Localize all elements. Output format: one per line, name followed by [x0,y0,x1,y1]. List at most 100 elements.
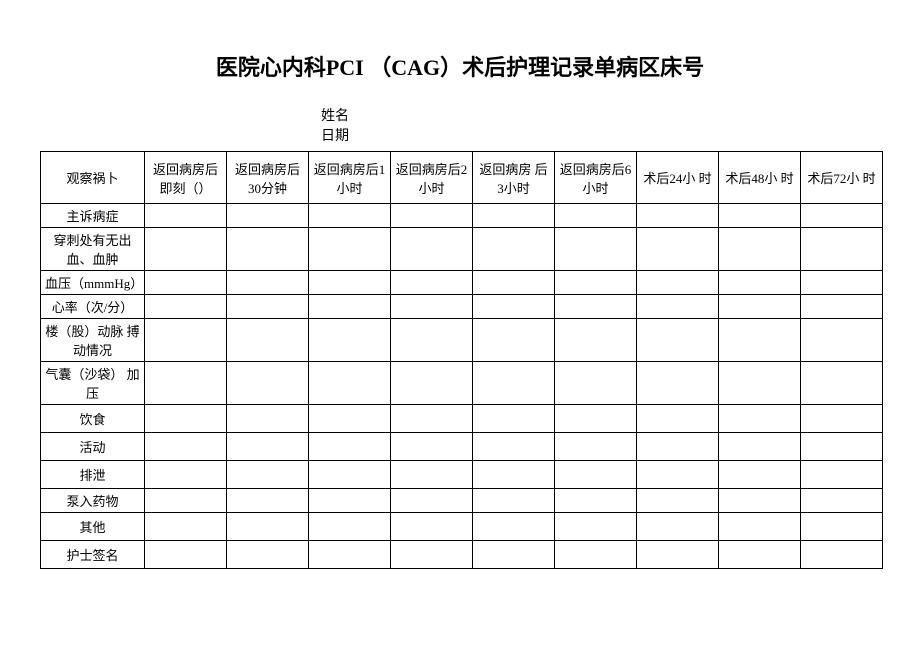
table-cell [145,362,227,405]
table-cell [145,489,227,513]
table-cell [391,362,473,405]
table-cell [637,319,719,362]
table-cell [801,319,883,362]
col-header-9: 术后72小 时 [801,152,883,204]
col-header-1: 返回病房后即刻（） [145,152,227,204]
table-cell [637,461,719,489]
header-row: 观察祸卜 返回病房后即刻（） 返回病房后30分钟 返回病房后1小时 返回病房后2… [41,152,883,204]
table-cell [145,204,227,228]
table-cell [391,295,473,319]
page-title: 医院心内科PCI （CAG）术后护理记录单病区床号 [40,50,880,82]
table-cell [391,513,473,541]
table-row: 楼（股）动脉 搏动情况 [41,319,883,362]
table-cell [637,433,719,461]
table-cell [309,489,391,513]
table-cell [309,271,391,295]
table-cell [309,541,391,569]
table-cell [473,405,555,433]
table-cell [473,513,555,541]
table-cell [391,489,473,513]
row-label: 血压（mmmHg） [41,271,145,295]
table-cell [227,433,309,461]
table-cell [719,319,801,362]
table-cell [145,405,227,433]
table-cell [555,204,637,228]
table-cell [637,489,719,513]
meta-block: 姓名 日期 [0,107,880,146]
table-cell [309,405,391,433]
table-cell [637,541,719,569]
table-cell [801,228,883,271]
table-cell [227,362,309,405]
table-cell [555,433,637,461]
table-cell [719,362,801,405]
col-header-2: 返回病房后30分钟 [227,152,309,204]
table-cell [145,433,227,461]
table-cell [391,204,473,228]
table-cell [555,513,637,541]
table-cell [719,228,801,271]
row-label: 泵入药物 [41,489,145,513]
table-row: 排泄 [41,461,883,489]
table-cell [637,228,719,271]
table-cell [227,513,309,541]
table-cell [637,204,719,228]
date-label: 日期 [0,127,880,147]
col-header-6: 返回病房后6小时 [555,152,637,204]
table-cell [719,489,801,513]
row-label: 楼（股）动脉 搏动情况 [41,319,145,362]
table-cell [309,204,391,228]
table-cell [145,295,227,319]
table-cell [555,295,637,319]
table-cell [473,433,555,461]
table-cell [227,405,309,433]
table-cell [227,271,309,295]
table-cell [473,295,555,319]
table-cell [637,405,719,433]
table-cell [145,319,227,362]
table-cell [719,204,801,228]
table-cell [801,541,883,569]
table-cell [801,489,883,513]
table-cell [719,295,801,319]
row-label: 护士签名 [41,541,145,569]
table-cell [227,489,309,513]
table-cell [473,271,555,295]
table-cell [473,541,555,569]
table-cell [555,319,637,362]
table-cell [391,271,473,295]
table-cell [227,319,309,362]
row-label: 主诉病症 [41,204,145,228]
row-label: 穿刺处有无出血、血肿 [41,228,145,271]
table-cell [555,461,637,489]
table-cell [145,461,227,489]
table-cell [719,541,801,569]
col-header-7: 术后24小 时 [637,152,719,204]
table-cell [473,461,555,489]
table-cell [309,461,391,489]
table-cell [801,362,883,405]
table-row: 气囊（沙袋） 加压 [41,362,883,405]
table-cell [637,295,719,319]
table-cell [473,228,555,271]
table-cell [801,295,883,319]
row-label: 饮食 [41,405,145,433]
table-cell [473,319,555,362]
table-cell [309,319,391,362]
row-label: 其他 [41,513,145,541]
table-cell [719,271,801,295]
table-cell [555,228,637,271]
table-cell [801,513,883,541]
table-cell [719,513,801,541]
table-cell [473,362,555,405]
table-cell [391,319,473,362]
table-cell [227,541,309,569]
col-header-5: 返回病房 后3小时 [473,152,555,204]
name-label: 姓名 [0,107,880,127]
table-cell [801,433,883,461]
table-cell [473,204,555,228]
table-cell [391,433,473,461]
table-cell [555,541,637,569]
table-cell [391,541,473,569]
table-cell [145,513,227,541]
